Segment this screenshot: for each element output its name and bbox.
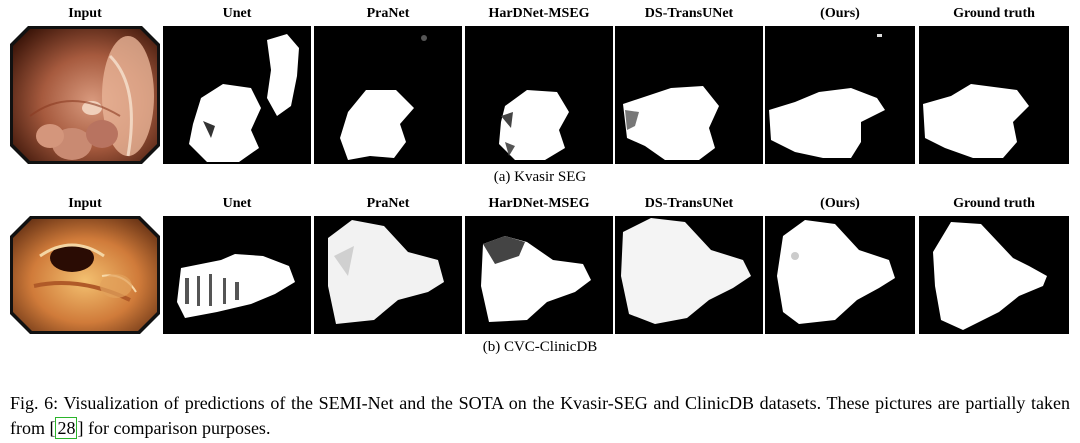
prediction-dstransunet-kvasir bbox=[615, 26, 763, 164]
subcaption-kvasir: (a) Kvasir SEG bbox=[493, 169, 587, 185]
header-ours-a: (Ours) bbox=[820, 6, 860, 21]
header-hardnet-b: HarDNet-MSEG bbox=[488, 196, 590, 211]
prediction-dstransunet-clinicdb bbox=[615, 216, 763, 334]
caption-text-before: Fig. 6: Visualization of predictions of … bbox=[10, 393, 1070, 438]
header-input-b: Input bbox=[68, 196, 102, 211]
header-dstransunet-a: DS-TransUNet bbox=[644, 6, 734, 21]
prediction-ours-kvasir bbox=[765, 26, 915, 164]
prediction-pranet-kvasir bbox=[314, 26, 462, 164]
header-unet-b: Unet bbox=[222, 196, 252, 211]
header-pranet-a: PraNet bbox=[366, 6, 410, 21]
header-pranet-b: PraNet bbox=[366, 196, 410, 211]
prediction-hardnet-kvasir bbox=[465, 26, 613, 164]
header-groundtruth-b: Ground truth bbox=[953, 196, 1035, 211]
input-image-kvasir bbox=[10, 26, 160, 164]
header-groundtruth-a: Ground truth bbox=[953, 6, 1035, 21]
prediction-unet-clinicdb bbox=[163, 216, 311, 334]
prediction-ours-clinicdb bbox=[765, 216, 915, 334]
subcaption-clinicdb: (b) CVC-ClinicDB bbox=[482, 339, 598, 355]
header-unet-a: Unet bbox=[222, 6, 252, 21]
prediction-pranet-clinicdb bbox=[314, 216, 462, 334]
header-dstransunet-b: DS-TransUNet bbox=[644, 196, 734, 211]
prediction-unet-kvasir bbox=[163, 26, 311, 164]
prediction-hardnet-clinicdb bbox=[465, 216, 613, 334]
ground-truth-kvasir bbox=[919, 26, 1069, 164]
header-ours-b: (Ours) bbox=[820, 196, 860, 211]
figure-caption: Fig. 6: Visualization of predictions of … bbox=[10, 391, 1070, 441]
header-input-a: Input bbox=[68, 6, 102, 21]
caption-text-after: ] for comparison purposes. bbox=[77, 418, 271, 438]
header-hardnet-a: HarDNet-MSEG bbox=[488, 6, 590, 21]
ground-truth-clinicdb bbox=[919, 216, 1069, 334]
input-image-clinicdb bbox=[10, 216, 160, 334]
citation-link[interactable]: 28 bbox=[55, 417, 78, 439]
